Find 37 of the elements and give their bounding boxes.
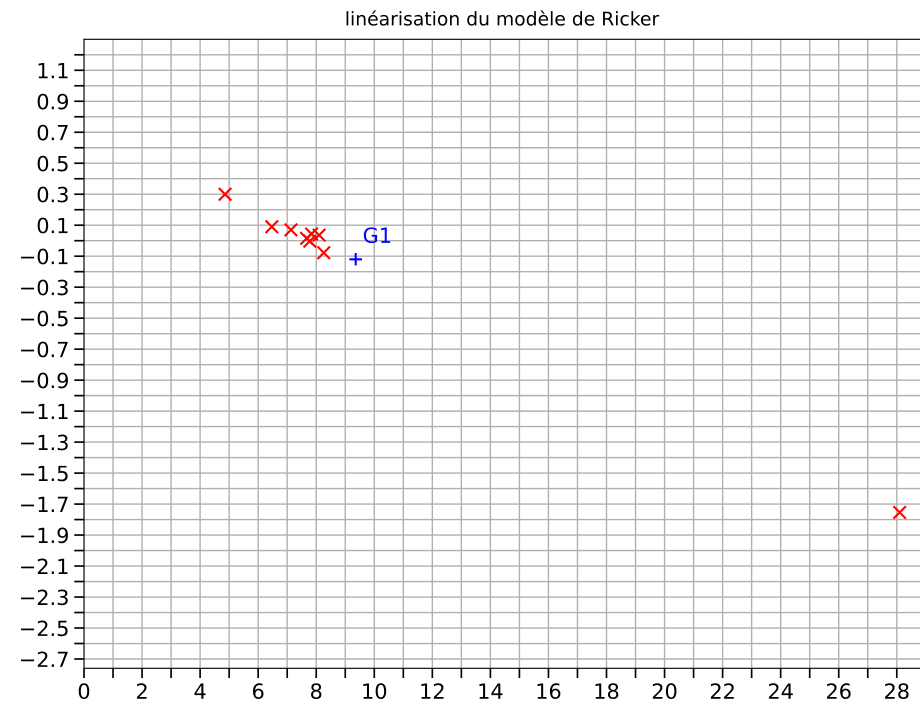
y-tick-label: −2.1 [21, 558, 68, 574]
x-tick-label: 6 [252, 683, 264, 700]
x-tick-label: 16 [537, 683, 560, 700]
y-tick-label: −0.7 [21, 342, 68, 358]
y-tick-label: −2.7 [21, 651, 68, 667]
y-tick-label: 0.1 [38, 218, 68, 234]
x-tick-label: 18 [596, 683, 618, 700]
x-tick-label: 0 [78, 683, 90, 700]
y-tick-label: 0.7 [38, 124, 68, 140]
y-tick-label: −1.7 [21, 496, 68, 512]
x-tick-label: 10 [363, 683, 386, 700]
chart-title: linéarisation du modèle de Ricker [346, 10, 660, 26]
x-tick-label: 8 [311, 683, 322, 700]
series-label: G1 [364, 227, 390, 244]
y-tick-label: −0.5 [21, 310, 68, 326]
y-tick-label: −0.1 [21, 248, 68, 264]
y-tick-label: 0.3 [38, 186, 68, 202]
x-tick-label: 28 [885, 683, 909, 700]
x-tick-label: 26 [826, 683, 851, 700]
y-tick-label: −0.9 [21, 372, 68, 388]
x-tick-label: 14 [479, 684, 502, 699]
y-tick-label: −0.3 [21, 280, 68, 296]
x-tick-label: 12 [421, 683, 444, 699]
x-tick-label: 20 [652, 683, 676, 700]
y-tick-label: 1.1 [38, 63, 68, 78]
y-tick-label: −1.3 [21, 434, 68, 450]
x-tick-label: 22 [710, 683, 734, 699]
x-tick-label: 24 [768, 683, 793, 699]
x-tick-label: 2 [136, 683, 147, 699]
y-tick-label: −1.9 [21, 528, 68, 544]
y-tick-label: 0.5 [38, 156, 68, 172]
y-tick-label: 0.9 [38, 94, 68, 110]
y-tick-label: −1.5 [21, 466, 68, 482]
x-tick-label: 4 [194, 684, 206, 699]
y-tick-label: −2.3 [21, 589, 68, 606]
y-tick-label: −1.1 [21, 404, 68, 420]
y-tick-label: −2.5 [21, 620, 68, 636]
